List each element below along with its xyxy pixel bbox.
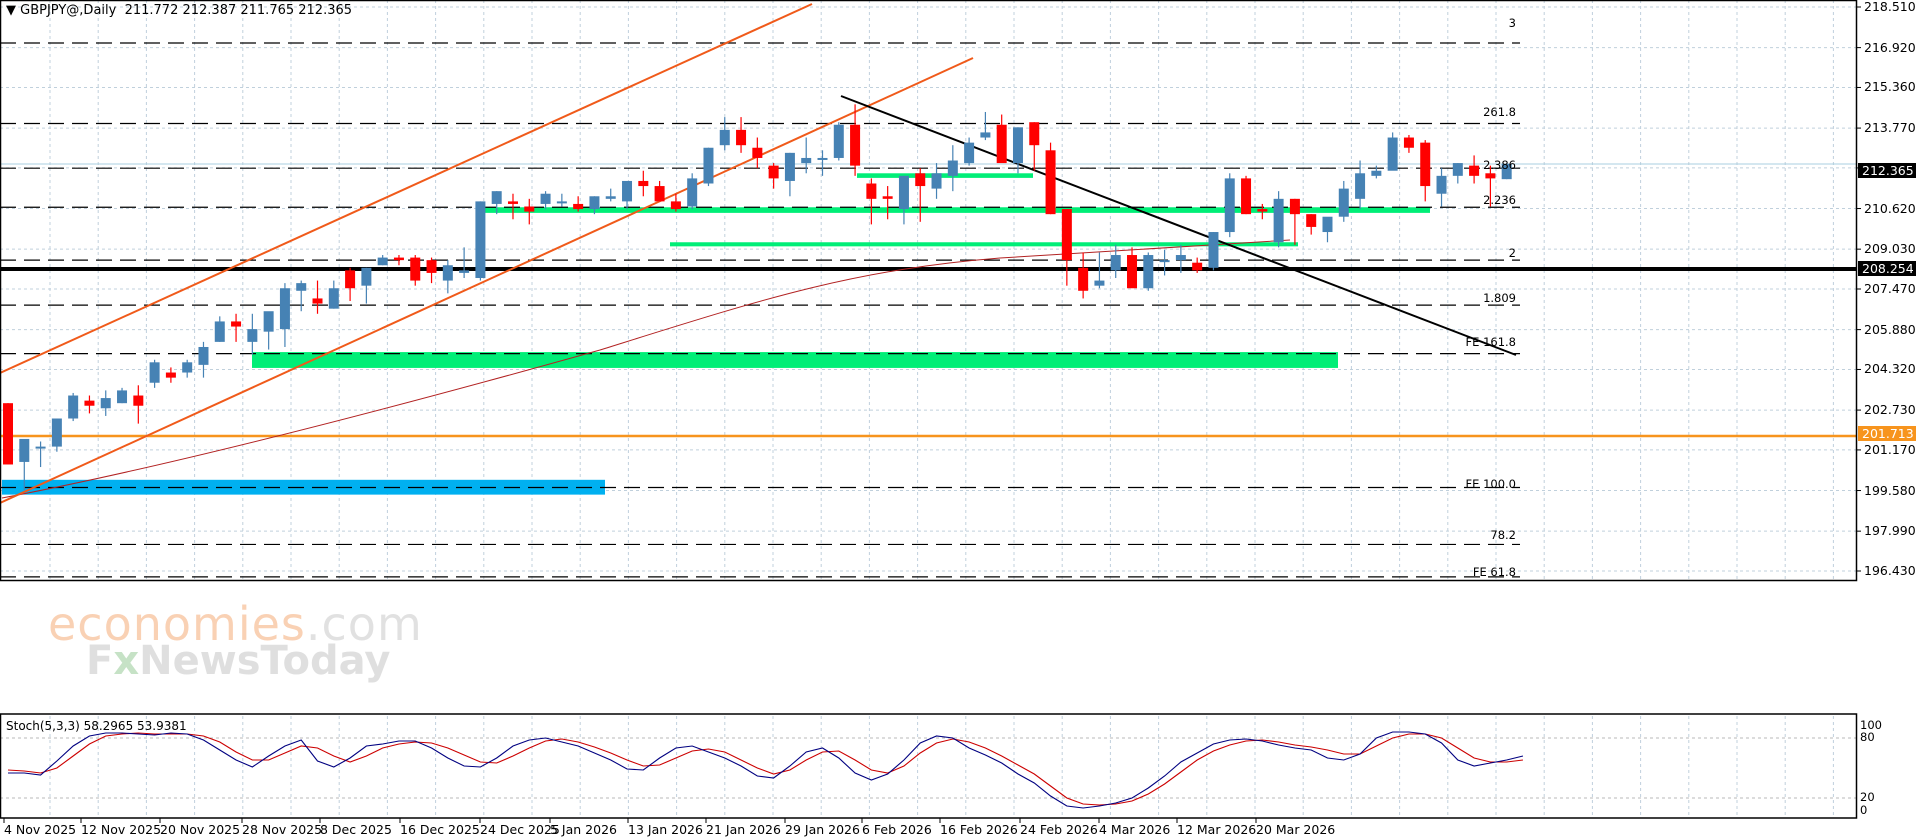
level-label-3: 3 bbox=[1508, 16, 1516, 30]
moving-average bbox=[1, 239, 1291, 499]
current-price-tag: 212.365 bbox=[1858, 163, 1916, 178]
date-tick: 24 Feb 2026 bbox=[1020, 822, 1098, 837]
date-tick: 21 Jan 2026 bbox=[706, 822, 781, 837]
stochastic-title: Stoch(5,3,3) 58.2965 53.9381 bbox=[6, 719, 187, 733]
chart-frame bbox=[0, 0, 1861, 823]
date-tick: 4 Mar 2026 bbox=[1099, 822, 1171, 837]
price-tick: 196.430 bbox=[1864, 563, 1916, 578]
price-tick: 207.470 bbox=[1864, 281, 1916, 296]
date-tick: 24 Dec 2025 bbox=[480, 822, 560, 837]
date-tick: 16 Feb 2026 bbox=[940, 822, 1018, 837]
candles bbox=[3, 104, 1512, 491]
date-tick: 12 Nov 2025 bbox=[81, 822, 162, 837]
level-label-2-386: 2.386 bbox=[1483, 158, 1516, 172]
date-tick: 8 Dec 2025 bbox=[320, 822, 392, 837]
horizontal-levels bbox=[0, 42, 1856, 578]
stoch-axis-0: 0 bbox=[1860, 803, 1868, 817]
date-tick: 29 Jan 2026 bbox=[785, 822, 860, 837]
watermark-f: F bbox=[86, 638, 114, 684]
date-tick: 16 Dec 2025 bbox=[400, 822, 480, 837]
price-tick: 213.770 bbox=[1864, 120, 1916, 136]
price-tick: 205.880 bbox=[1864, 321, 1916, 337]
date-tick: 28 Nov 2025 bbox=[242, 822, 323, 837]
price-tick: 215.360 bbox=[1864, 79, 1916, 95]
level-label-261-8: 261.8 bbox=[1483, 105, 1516, 119]
level-label-fe-161-8: FE 161.8 bbox=[1465, 335, 1516, 349]
price-tick: 204.320 bbox=[1864, 361, 1916, 377]
level-label-fe-100: FE 100.0 bbox=[1465, 477, 1516, 491]
price-tick: 199.580 bbox=[1864, 482, 1916, 498]
watermark-text: economies bbox=[48, 597, 306, 651]
price-tick: 218.510 bbox=[1864, 0, 1916, 14]
price-tick: 201.170 bbox=[1864, 441, 1916, 457]
date-tick: 20 Nov 2025 bbox=[160, 822, 241, 837]
level-label-78-2: 78.2 bbox=[1490, 528, 1516, 542]
date-tick: 12 Mar 2026 bbox=[1177, 822, 1257, 837]
date-tick: 13 Jan 2026 bbox=[628, 822, 703, 837]
price-tick: 197.990 bbox=[1864, 523, 1916, 539]
price-tick: 209.030 bbox=[1864, 241, 1916, 257]
date-tick: 5 Jan 2026 bbox=[550, 822, 617, 837]
support-price-tag: 208.254 bbox=[1858, 261, 1916, 276]
level-label-1-809: 1.809 bbox=[1483, 291, 1516, 305]
stochastic-lines bbox=[7, 731, 1524, 809]
watermark-newstoday: NewsToday bbox=[139, 638, 391, 684]
date-tick: 6 Feb 2026 bbox=[862, 822, 932, 837]
chart-grid bbox=[0, 0, 1856, 818]
level-label-2-236: 2.236 bbox=[1483, 193, 1516, 207]
trendlines[interactable] bbox=[0, 3, 1517, 504]
orange-level-tag: 201.713 bbox=[1858, 426, 1916, 441]
watermark-suffix: .com bbox=[305, 597, 423, 651]
stoch-axis-80: 80 bbox=[1860, 730, 1875, 744]
price-tick: 216.920 bbox=[1864, 39, 1916, 55]
date-tick: 20 Mar 2026 bbox=[1256, 822, 1336, 837]
chart-title[interactable]: ▼ GBPJPY@,Daily 211.772 212.387 211.765 … bbox=[6, 3, 353, 18]
price-tick: 202.730 bbox=[1864, 402, 1916, 418]
price-tick: 210.620 bbox=[1864, 200, 1916, 216]
date-tick: 4 Nov 2025 bbox=[4, 822, 77, 837]
watermark-x: x bbox=[113, 638, 140, 684]
watermark-economies: economies.com bbox=[48, 597, 423, 651]
stoch-axis-100: 100 bbox=[1860, 718, 1882, 732]
chart-title-text: GBPJPY@,Daily 211.772 212.387 211.765 21… bbox=[20, 3, 353, 18]
level-label-fe-61-8: FE 61.8 bbox=[1472, 565, 1516, 579]
level-label-2: 2 bbox=[1508, 246, 1516, 260]
stoch-axis-20: 20 bbox=[1860, 790, 1875, 804]
watermark-fxnewstoday: FxNewsToday bbox=[86, 638, 390, 684]
